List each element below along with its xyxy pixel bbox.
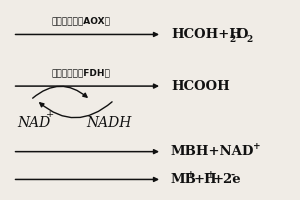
- Text: MBH+NAD: MBH+NAD: [171, 145, 254, 158]
- Text: +2e: +2e: [213, 173, 241, 186]
- Text: -: -: [231, 170, 235, 179]
- Text: MB: MB: [171, 173, 197, 186]
- Text: NAD: NAD: [17, 116, 50, 130]
- Text: +: +: [187, 170, 195, 179]
- Text: 2: 2: [229, 35, 236, 44]
- Text: HCOOH: HCOOH: [171, 80, 230, 93]
- Text: +: +: [207, 170, 214, 179]
- Text: HCOH+H: HCOH+H: [171, 28, 242, 41]
- Text: 甲醇脱氢酶（FDH）: 甲醇脱氢酶（FDH）: [52, 68, 111, 77]
- Text: 2: 2: [246, 35, 252, 44]
- Text: NADH: NADH: [86, 116, 131, 130]
- Text: +: +: [253, 142, 261, 151]
- Text: +H: +H: [193, 173, 217, 186]
- Text: +: +: [46, 110, 54, 119]
- Text: 醒类氧化酶（AOX）: 醒类氧化酶（AOX）: [52, 17, 111, 26]
- Text: O: O: [237, 28, 248, 41]
